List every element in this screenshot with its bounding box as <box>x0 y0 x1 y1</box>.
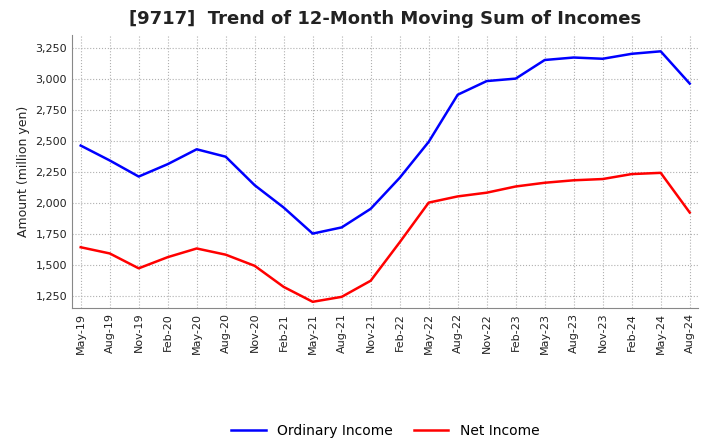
Ordinary Income <box>598 56 607 62</box>
Ordinary Income <box>657 49 665 54</box>
Ordinary Income <box>338 225 346 230</box>
Ordinary Income <box>251 183 259 188</box>
Ordinary Income <box>192 147 201 152</box>
Net Income <box>338 294 346 300</box>
Ordinary Income <box>627 51 636 56</box>
Net Income <box>366 278 375 283</box>
Line: Ordinary Income: Ordinary Income <box>81 51 690 234</box>
Net Income <box>627 172 636 177</box>
Ordinary Income <box>541 57 549 62</box>
Net Income <box>657 170 665 176</box>
Ordinary Income <box>482 78 491 84</box>
Line: Net Income: Net Income <box>81 173 690 302</box>
Net Income <box>135 266 143 271</box>
Net Income <box>251 263 259 268</box>
Ordinary Income <box>424 139 433 144</box>
Net Income <box>76 245 85 250</box>
Ordinary Income <box>511 76 520 81</box>
Ordinary Income <box>76 143 85 148</box>
Ordinary Income <box>105 158 114 163</box>
Net Income <box>192 246 201 251</box>
Net Income <box>279 284 288 290</box>
Net Income <box>105 251 114 256</box>
Net Income <box>511 184 520 189</box>
Ordinary Income <box>163 161 172 167</box>
Net Income <box>163 254 172 260</box>
Ordinary Income <box>570 55 578 60</box>
Ordinary Income <box>366 206 375 212</box>
Ordinary Income <box>454 92 462 97</box>
Ordinary Income <box>221 154 230 159</box>
Ordinary Income <box>279 205 288 210</box>
Net Income <box>685 210 694 215</box>
Ordinary Income <box>135 174 143 179</box>
Title: [9717]  Trend of 12-Month Moving Sum of Incomes: [9717] Trend of 12-Month Moving Sum of I… <box>129 10 642 28</box>
Net Income <box>541 180 549 185</box>
Net Income <box>308 299 317 304</box>
Net Income <box>482 190 491 195</box>
Net Income <box>424 200 433 205</box>
Net Income <box>570 178 578 183</box>
Ordinary Income <box>395 175 404 180</box>
Net Income <box>395 240 404 245</box>
Legend: Ordinary Income, Net Income: Ordinary Income, Net Income <box>225 418 545 440</box>
Net Income <box>454 194 462 199</box>
Ordinary Income <box>685 81 694 86</box>
Y-axis label: Amount (million yen): Amount (million yen) <box>17 106 30 237</box>
Net Income <box>598 176 607 182</box>
Net Income <box>221 252 230 257</box>
Ordinary Income <box>308 231 317 236</box>
